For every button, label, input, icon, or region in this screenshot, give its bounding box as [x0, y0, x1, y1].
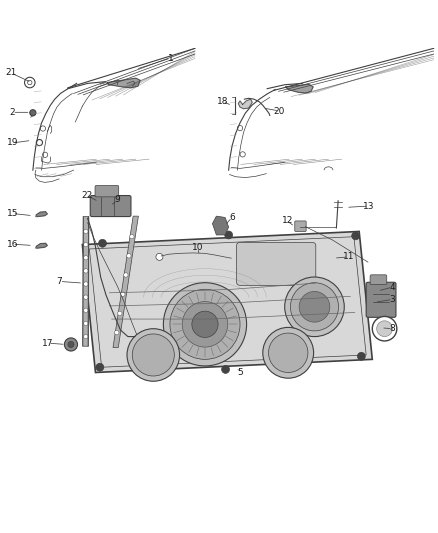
FancyBboxPatch shape	[237, 243, 316, 285]
Circle shape	[84, 321, 88, 326]
Circle shape	[263, 327, 314, 378]
Text: 19: 19	[7, 139, 18, 148]
Circle shape	[357, 352, 365, 360]
Circle shape	[84, 255, 88, 260]
Circle shape	[115, 330, 119, 335]
Circle shape	[84, 229, 88, 233]
Circle shape	[84, 243, 88, 247]
Circle shape	[84, 308, 88, 312]
Text: 12: 12	[282, 216, 293, 225]
Circle shape	[240, 152, 245, 157]
Circle shape	[84, 269, 88, 273]
FancyBboxPatch shape	[90, 196, 131, 216]
Polygon shape	[36, 243, 47, 248]
FancyBboxPatch shape	[370, 275, 387, 285]
Text: 21: 21	[5, 68, 17, 77]
Circle shape	[84, 295, 88, 300]
Text: 6: 6	[229, 213, 235, 222]
Circle shape	[40, 126, 46, 131]
Circle shape	[132, 334, 174, 376]
Polygon shape	[36, 212, 47, 216]
Circle shape	[127, 254, 131, 258]
FancyBboxPatch shape	[366, 282, 396, 317]
Text: 17: 17	[42, 338, 54, 348]
Polygon shape	[113, 216, 138, 348]
Circle shape	[352, 232, 360, 240]
Circle shape	[127, 329, 180, 381]
Circle shape	[377, 321, 392, 336]
Text: 10: 10	[192, 243, 204, 252]
Text: 18: 18	[217, 98, 228, 106]
Circle shape	[170, 289, 240, 359]
Circle shape	[124, 273, 128, 277]
Circle shape	[84, 334, 88, 339]
Text: 4: 4	[390, 282, 395, 292]
Circle shape	[36, 140, 42, 146]
Text: 3: 3	[389, 295, 396, 304]
Text: 7: 7	[57, 277, 63, 286]
Circle shape	[99, 239, 106, 247]
Circle shape	[294, 360, 302, 368]
Circle shape	[290, 282, 339, 331]
Polygon shape	[212, 216, 229, 235]
Circle shape	[130, 235, 134, 239]
Circle shape	[372, 317, 397, 341]
Text: 9: 9	[114, 196, 120, 205]
Text: 1: 1	[168, 53, 174, 62]
Circle shape	[96, 364, 104, 371]
FancyBboxPatch shape	[95, 185, 119, 197]
Text: 13: 13	[363, 201, 374, 211]
Polygon shape	[286, 84, 313, 93]
Polygon shape	[82, 231, 372, 373]
Circle shape	[25, 77, 35, 88]
Circle shape	[30, 110, 36, 116]
Polygon shape	[83, 216, 89, 346]
Circle shape	[68, 342, 74, 348]
Circle shape	[182, 302, 228, 347]
Circle shape	[222, 366, 230, 374]
Circle shape	[154, 364, 162, 372]
Text: 15: 15	[7, 209, 18, 218]
Circle shape	[163, 282, 247, 366]
Circle shape	[117, 311, 122, 316]
Polygon shape	[107, 78, 140, 88]
Circle shape	[156, 253, 163, 260]
Text: 22: 22	[81, 191, 92, 199]
Circle shape	[268, 333, 308, 373]
Polygon shape	[238, 99, 252, 109]
Circle shape	[225, 231, 233, 239]
Text: 16: 16	[7, 240, 18, 249]
Text: 5: 5	[237, 368, 243, 377]
Circle shape	[237, 125, 243, 131]
Text: 11: 11	[343, 252, 354, 261]
Circle shape	[28, 80, 32, 85]
Circle shape	[42, 152, 48, 157]
Text: 20: 20	[274, 107, 285, 116]
Circle shape	[285, 277, 344, 336]
Circle shape	[120, 292, 125, 296]
Circle shape	[299, 292, 330, 322]
Circle shape	[84, 282, 88, 286]
Text: 8: 8	[389, 324, 396, 333]
FancyBboxPatch shape	[295, 221, 306, 231]
Text: 2: 2	[10, 108, 15, 117]
Circle shape	[64, 338, 78, 351]
Circle shape	[192, 311, 218, 337]
